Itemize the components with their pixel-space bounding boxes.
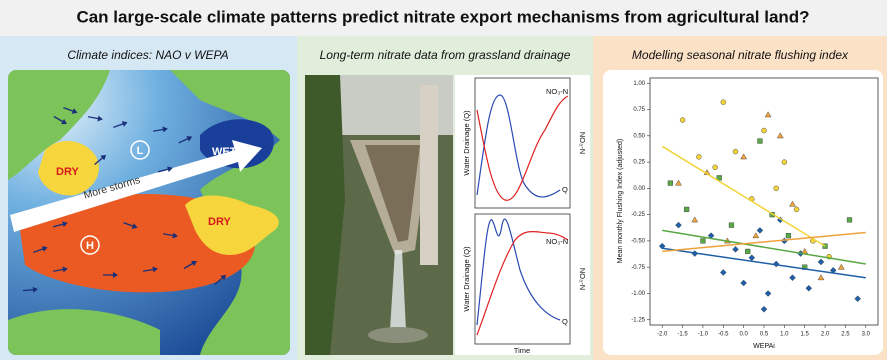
panel-heading: Long-term nitrate data from grassland dr… [320,48,571,62]
point [758,139,763,144]
point [701,239,706,244]
curve-label: Q [562,185,568,194]
curve-label: NO₃-N [546,237,568,246]
point [713,165,718,170]
point [729,223,734,228]
curve-label: NO₃-N [546,87,568,96]
chart-bg [603,70,883,355]
point [762,128,767,133]
y-tick-label: -0.25 [631,212,645,218]
point [696,154,701,159]
x-tick-label: 1.5 [801,332,810,338]
y-tick-label: -0.50 [631,238,645,244]
point [786,233,791,238]
x-tick-label: 0.5 [760,332,769,338]
x-tick-label: -2.0 [657,332,668,338]
y-tick-label: 0.25 [633,160,645,166]
map-label: H [86,240,94,252]
graphical-abstract: Can large-scale climate patterns predict… [0,0,887,360]
point [733,149,738,154]
x-axis-label: Time [514,346,530,355]
y-tick-label: -1.25 [631,317,645,323]
x-tick-label: 2.5 [841,332,850,338]
page-title: Can large-scale climate patterns predict… [76,7,809,26]
y-tick-label: -1.00 [631,291,645,297]
x-tick-label: 3.0 [862,332,871,338]
y-tick-label: -0.75 [631,265,645,271]
point [847,217,852,222]
y-axis-label: Water Drainage (Q) [462,246,471,312]
x-tick-label: 1.0 [780,332,789,338]
map-label: L [137,145,144,157]
x-tick-label: -1.0 [698,332,709,338]
y-tick-label: 0.75 [633,107,645,113]
y-tick-label: 0.00 [633,186,645,192]
y-axis-label: Water Drainage (Q) [462,110,471,176]
map-label: WET [212,146,237,158]
point [684,207,689,212]
y-axis-label: Mean monthly Flushing Index (adjusted) [617,139,624,264]
x-tick-label: -1.5 [677,332,688,338]
point [745,249,750,254]
climate-map [8,70,290,355]
x-tick-label: -0.5 [718,332,729,338]
curve-label: Q [562,317,568,326]
y2-axis-label: NO₃-N [578,132,587,154]
map-label: DRY [56,166,79,178]
map-label: DRY [208,216,231,228]
pool [368,327,428,343]
point [782,160,787,165]
point [721,100,726,105]
point [774,186,779,191]
y2-axis-label: NO₃-N [578,268,587,290]
point [794,207,799,212]
y-tick-label: 1.00 [633,81,645,87]
x-axis-label: WEPAi [753,343,775,350]
x-tick-label: 0.0 [739,332,748,338]
point [680,118,685,123]
post [420,85,438,265]
panel-heading: Modelling seasonal nitrate flushing inde… [632,48,849,62]
point [668,181,673,186]
y-tick-label: 0.50 [633,133,645,139]
drain-photo [305,75,453,355]
panel-heading: Climate indices: NAO v WEPA [67,48,228,62]
x-tick-label: 2.0 [821,332,830,338]
